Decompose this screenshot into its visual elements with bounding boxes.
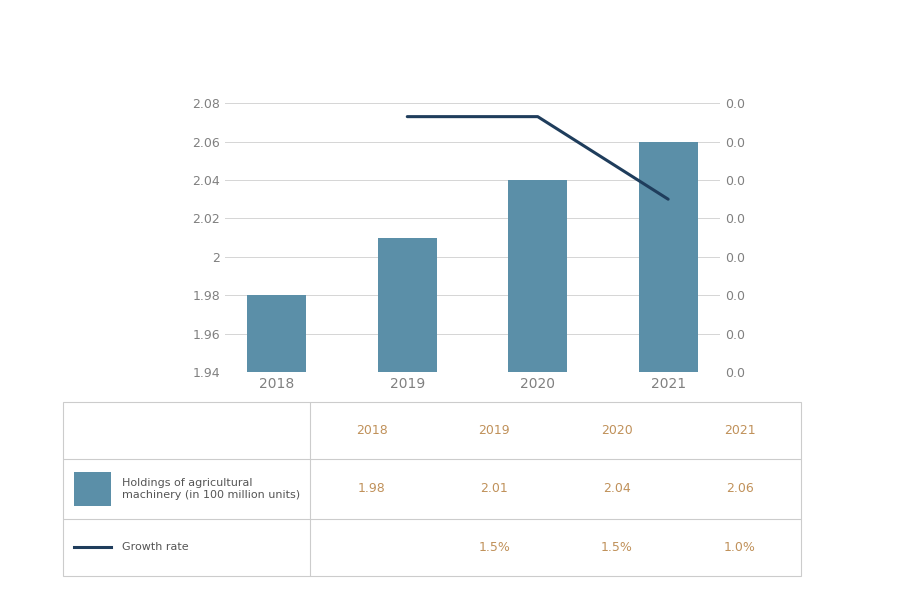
- Bar: [508, 180, 567, 372]
- Text: 1.98: 1.98: [357, 482, 385, 496]
- Bar: [74, 472, 111, 506]
- Text: 1.5%: 1.5%: [478, 541, 510, 554]
- Text: 1.0%: 1.0%: [724, 541, 756, 554]
- Text: 2019: 2019: [479, 424, 510, 437]
- Text: 1.5%: 1.5%: [601, 541, 633, 554]
- Bar: [378, 238, 436, 372]
- Text: 2021: 2021: [724, 424, 755, 437]
- Bar: [639, 142, 698, 372]
- Text: 2.01: 2.01: [481, 482, 508, 496]
- Text: Growth rate: Growth rate: [122, 542, 189, 552]
- Text: 2.04: 2.04: [603, 482, 631, 496]
- Text: 2018: 2018: [356, 424, 388, 437]
- Text: Holdings of agricultural
machinery (in 100 million units): Holdings of agricultural machinery (in 1…: [122, 478, 301, 500]
- Bar: [248, 295, 306, 372]
- Text: 2.06: 2.06: [725, 482, 753, 496]
- Text: 2020: 2020: [601, 424, 633, 437]
